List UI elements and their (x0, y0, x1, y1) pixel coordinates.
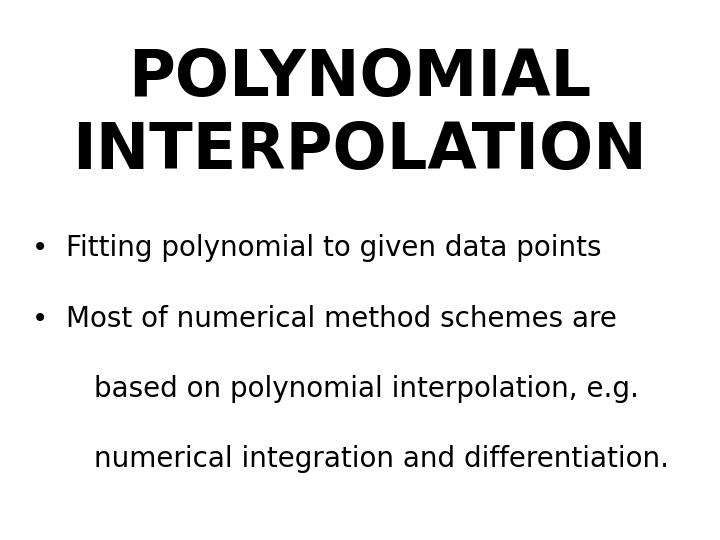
Text: POLYNOMIAL: POLYNOMIAL (128, 48, 592, 109)
Text: based on polynomial interpolation, e.g.: based on polynomial interpolation, e.g. (94, 375, 639, 403)
Text: INTERPOLATION: INTERPOLATION (73, 120, 647, 182)
Text: •  Fitting polynomial to given data points: • Fitting polynomial to given data point… (32, 234, 602, 262)
Text: •  Most of numerical method schemes are: • Most of numerical method schemes are (32, 305, 617, 333)
Text: numerical integration and differentiation.: numerical integration and differentiatio… (94, 445, 669, 473)
